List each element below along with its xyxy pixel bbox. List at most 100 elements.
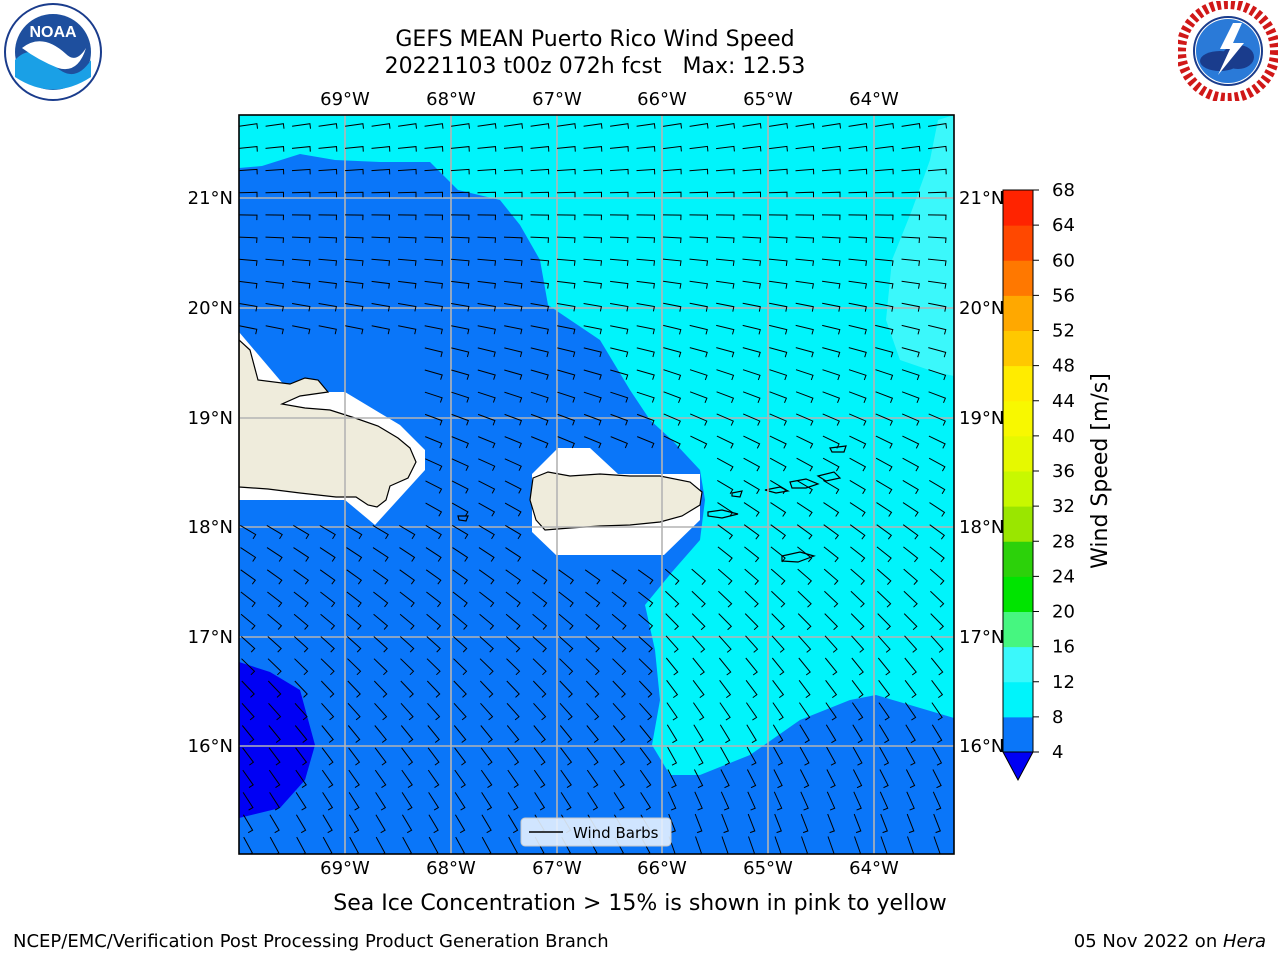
wind-barb bbox=[874, 191, 894, 198]
wind-barb bbox=[530, 236, 550, 243]
wind-barb bbox=[239, 146, 258, 152]
wind-barb bbox=[877, 635, 891, 653]
wind-barb bbox=[611, 569, 628, 585]
wind-barb bbox=[665, 613, 680, 631]
wind-barb bbox=[744, 613, 759, 631]
wind-barb bbox=[743, 479, 760, 495]
wind-barb bbox=[663, 324, 682, 335]
wind-barb bbox=[266, 524, 283, 540]
wind-barb bbox=[583, 146, 603, 152]
wind-barb bbox=[716, 324, 735, 335]
hispaniola-land bbox=[239, 339, 417, 508]
wind-barb bbox=[933, 813, 941, 834]
wind-barb bbox=[718, 613, 733, 631]
colorbar-segment bbox=[1003, 716, 1033, 753]
wind-barb bbox=[318, 123, 338, 129]
wind-barb bbox=[371, 123, 391, 129]
wind-region-12-16 bbox=[886, 115, 954, 376]
wind-barb bbox=[503, 258, 523, 266]
wind-barb bbox=[531, 569, 548, 585]
wind-barb bbox=[609, 168, 629, 175]
colorbar-segment bbox=[1003, 506, 1033, 542]
wind-barb bbox=[452, 524, 469, 540]
wind-barb bbox=[612, 658, 627, 676]
wind-barb bbox=[239, 214, 258, 221]
wind-barb bbox=[716, 347, 735, 358]
wind-barb bbox=[478, 436, 496, 449]
wind-barb bbox=[320, 613, 336, 630]
wind-barb bbox=[477, 191, 496, 198]
wind-barb bbox=[427, 769, 440, 789]
wind-barb bbox=[558, 569, 575, 585]
wind-barb bbox=[477, 236, 497, 243]
wind-barb bbox=[583, 236, 603, 243]
wind-barb bbox=[293, 636, 309, 653]
wind-barb bbox=[478, 524, 495, 540]
wind-barb bbox=[480, 725, 493, 743]
wind-barb bbox=[477, 391, 496, 403]
wind-barb bbox=[931, 680, 944, 699]
wind-barb bbox=[374, 769, 387, 789]
wind-barb bbox=[901, 347, 920, 358]
wind-barb bbox=[636, 369, 655, 380]
colorbar-tick-label: 12 bbox=[1052, 672, 1075, 693]
wind-barb bbox=[716, 302, 735, 312]
wind-barb bbox=[636, 236, 656, 243]
wind-barb bbox=[769, 457, 787, 472]
wind-barb bbox=[795, 391, 814, 403]
colorbar-tick-label: 68 bbox=[1052, 180, 1075, 201]
wind-barb bbox=[425, 480, 443, 494]
wind-barb bbox=[585, 613, 601, 630]
wind-barb bbox=[665, 590, 680, 608]
wind-barb bbox=[507, 747, 520, 766]
wind-barb bbox=[797, 613, 812, 631]
wind-barb bbox=[742, 168, 762, 175]
wind-barb bbox=[401, 747, 414, 766]
wind-barb bbox=[848, 347, 867, 358]
wind-barb bbox=[902, 413, 920, 426]
wind-barb bbox=[558, 613, 574, 630]
wind-barb bbox=[821, 214, 841, 221]
wind-barb bbox=[771, 613, 786, 631]
wind-barb bbox=[666, 702, 678, 721]
wind-barb bbox=[718, 657, 732, 676]
wind-barb bbox=[556, 214, 576, 221]
wind-barb bbox=[848, 214, 868, 221]
wind-barb bbox=[769, 145, 788, 152]
colorbar-tick-label: 32 bbox=[1052, 496, 1075, 517]
wind-barb bbox=[746, 769, 757, 789]
wind-barb bbox=[583, 303, 602, 312]
wind-barb bbox=[532, 636, 547, 653]
wind-barb bbox=[769, 324, 788, 335]
wind-barb bbox=[397, 236, 417, 243]
wind-barb bbox=[240, 569, 257, 585]
wind-barb bbox=[560, 792, 572, 811]
wind-barb bbox=[398, 325, 417, 335]
wind-barb bbox=[399, 613, 415, 630]
wind-barb bbox=[822, 280, 841, 289]
wind-barb bbox=[398, 280, 417, 289]
wind-barb bbox=[504, 347, 523, 358]
wind-barb bbox=[530, 303, 549, 312]
colorbar-tick-label: 36 bbox=[1052, 461, 1075, 482]
wind-barb bbox=[742, 236, 762, 244]
wind-barb bbox=[505, 613, 521, 630]
wind-barb bbox=[345, 123, 364, 129]
wind-barb bbox=[295, 814, 307, 834]
wind-barb bbox=[928, 457, 946, 472]
wind-barb bbox=[905, 724, 916, 744]
wind-barb bbox=[477, 168, 497, 175]
wind-barb bbox=[504, 123, 523, 129]
wind-barb bbox=[269, 792, 281, 811]
wind-barb bbox=[265, 325, 284, 335]
wind-barb bbox=[267, 591, 283, 608]
wind-barb bbox=[931, 702, 943, 721]
wind-barb bbox=[530, 413, 549, 426]
wind-barb bbox=[848, 280, 867, 289]
wind-barb bbox=[585, 680, 600, 698]
wind-barb bbox=[692, 702, 705, 721]
wind-barb bbox=[875, 457, 893, 472]
wind-barb bbox=[742, 191, 761, 198]
wind-barb bbox=[265, 214, 285, 221]
wind-barb bbox=[693, 724, 704, 744]
